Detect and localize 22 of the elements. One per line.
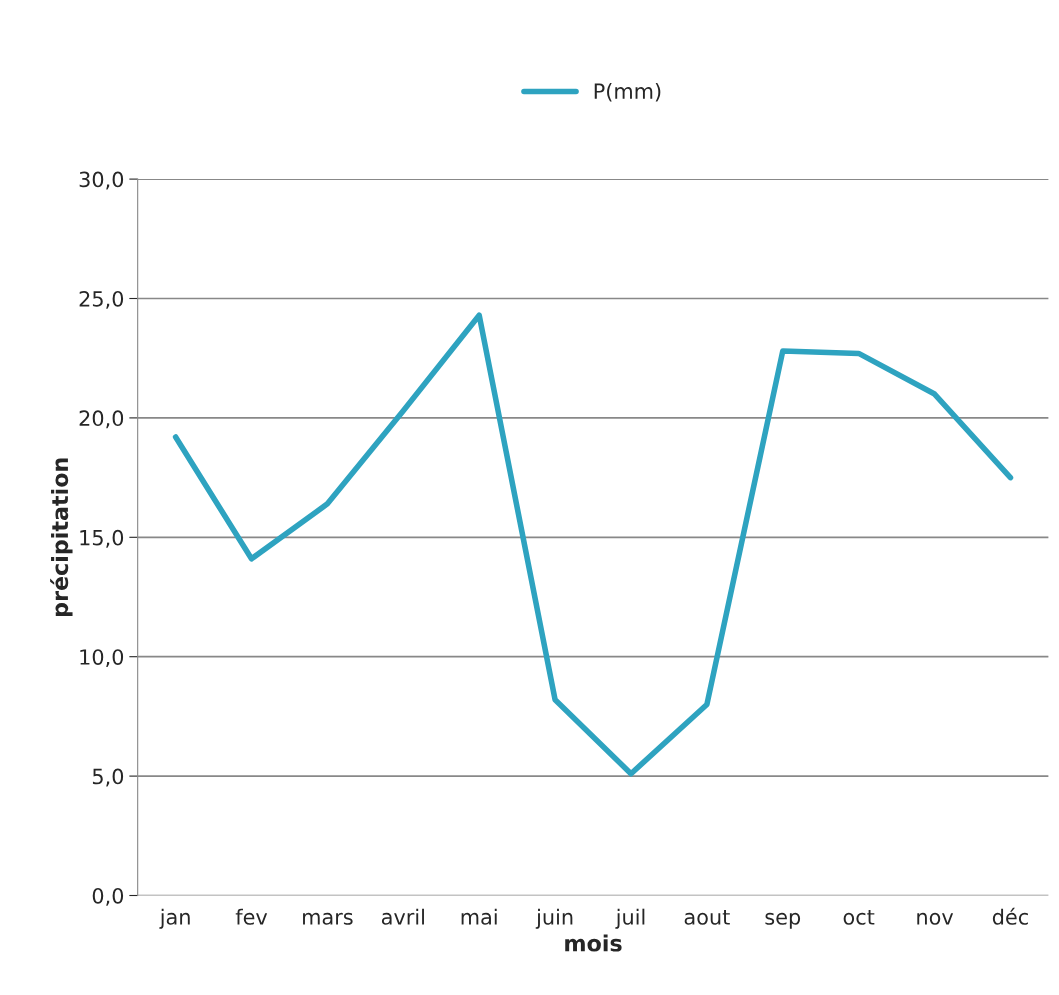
x-tick-label: jan bbox=[159, 908, 190, 929]
x-tick-label: fev bbox=[235, 908, 268, 925]
x-tick-label: juil bbox=[615, 908, 645, 929]
x-axis-title: mois bbox=[565, 934, 622, 952]
x-tick-label: mai bbox=[461, 908, 497, 925]
y-axis-title: précipitation bbox=[50, 458, 73, 617]
legend-label: P(mm) bbox=[594, 82, 661, 102]
y-tick-label: 25,0 bbox=[79, 290, 124, 309]
x-tick-label: aout bbox=[684, 909, 730, 925]
x-tick-label: juin bbox=[535, 908, 573, 929]
x-tick-label: oct bbox=[843, 909, 875, 925]
x-tick-label: mars bbox=[303, 912, 353, 925]
y-tick-label: 0,0 bbox=[92, 887, 124, 906]
x-tick-label: avril bbox=[381, 908, 424, 925]
y-tick-label: 15,0 bbox=[80, 529, 124, 548]
x-tick-label: déc bbox=[992, 907, 1028, 925]
y-tick-label: 20,0 bbox=[79, 410, 124, 429]
y-tick-label: 5,0 bbox=[92, 768, 124, 787]
y-tick-label: 10,0 bbox=[80, 649, 124, 668]
x-tick-label: nov bbox=[917, 912, 954, 925]
y-tick-label: 30,0 bbox=[79, 171, 124, 190]
x-tick-label: sep bbox=[765, 912, 801, 929]
